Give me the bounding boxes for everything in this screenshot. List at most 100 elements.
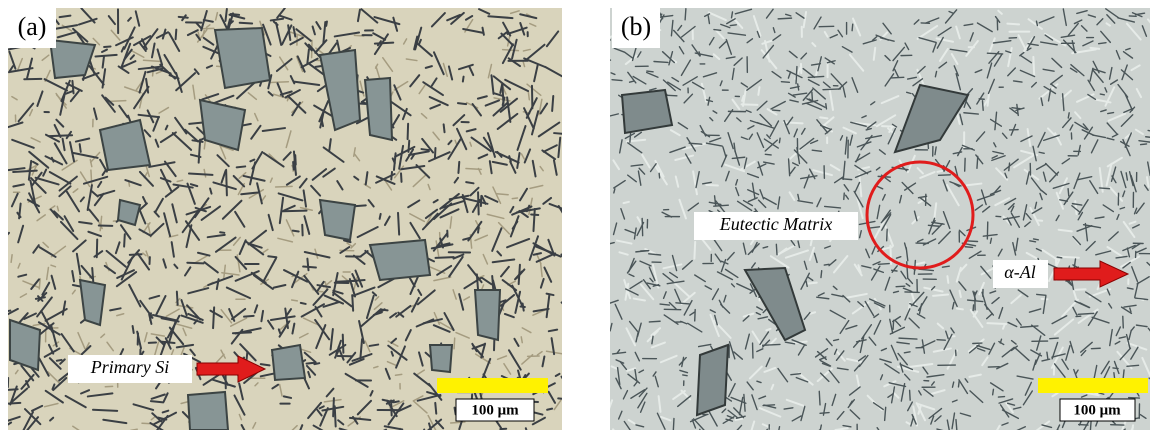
eutectic-needle [947, 276, 948, 283]
eutectic-needle [220, 232, 224, 233]
eutectic-needle [612, 80, 622, 81]
annotation: Primary Si [90, 357, 170, 377]
eutectic-needle [382, 310, 388, 311]
eutectic-needle [910, 390, 911, 400]
eutectic-needle [698, 429, 700, 436]
eutectic-needle [819, 391, 820, 405]
eutectic-needle [649, 321, 660, 322]
eutectic-needle [307, 259, 308, 271]
crystal [697, 345, 728, 415]
eutectic-needle [878, 264, 889, 265]
eutectic-needle [226, 170, 227, 196]
eutectic-needle [237, 166, 246, 167]
eutectic-needle [283, 211, 307, 212]
eutectic-needle [824, 264, 829, 265]
eutectic-needle [93, 410, 117, 411]
crystal [215, 28, 270, 88]
crystal [320, 200, 355, 240]
eutectic-needle [187, 263, 203, 264]
eutectic-needle [784, 122, 803, 123]
eutectic-needle [1052, 429, 1058, 436]
eutectic-needle [455, 408, 456, 415]
eutectic-needle [939, 175, 951, 176]
eutectic-needle [730, 25, 736, 26]
eutectic-needle [276, 186, 292, 187]
background [610, 8, 1150, 430]
eutectic-needle [408, 124, 409, 139]
eutectic-needle [1078, 313, 1093, 314]
eutectic-needle [958, 382, 959, 387]
eutectic-needle [683, 375, 687, 376]
eutectic-needle [960, 291, 961, 297]
eutectic-needle [809, 430, 819, 436]
crystal [272, 345, 305, 380]
crystal [118, 200, 140, 225]
figure: (a) Primary Si 100 μm (b) Eutectic Matri… [0, 0, 1156, 436]
eutectic-needle [293, 231, 299, 232]
eutectic-needle [57, 360, 62, 361]
annotation: Eutectic Matrix [719, 214, 832, 234]
crystal [430, 345, 452, 372]
eutectic-needle [352, 295, 353, 311]
eutectic-needle [424, 430, 426, 436]
eutectic-needle [654, 62, 668, 63]
eutectic-needle [1099, 188, 1109, 189]
eutectic-needle [1033, 57, 1034, 76]
eutectic-needle [213, 307, 214, 328]
eutectic-needle [838, 429, 841, 435]
crystal [10, 320, 40, 370]
eutectic-needle [937, 340, 945, 341]
eutectic-needle [335, 406, 336, 426]
eutectic-needle [521, 337, 522, 343]
eutectic-needle [765, 154, 771, 155]
eutectic-needle [852, 24, 853, 30]
eutectic-needle [987, 323, 1006, 324]
eutectic-needle [293, 162, 294, 170]
eutectic-needle [776, 244, 777, 254]
crystal [370, 240, 430, 280]
eutectic-needle [763, 344, 780, 345]
scale-bar [437, 378, 548, 393]
eutectic-needle [892, 270, 897, 271]
eutectic-needle [176, 30, 177, 40]
eutectic-needle [806, 283, 816, 284]
eutectic-needle [642, 218, 643, 235]
eutectic-needle [965, 247, 972, 248]
eutectic-needle [13, 171, 37, 172]
eutectic-needle [435, 403, 436, 414]
eutectic-needle [647, 71, 653, 72]
scale-label: 100 μm [1073, 402, 1121, 418]
eutectic-needle [421, 149, 428, 150]
eutectic-needle [451, 422, 465, 423]
eutectic-needle [292, 300, 298, 301]
eutectic-needle [151, 401, 163, 402]
eutectic-needle [957, 309, 963, 310]
eutectic-needle [391, 172, 392, 180]
eutectic-needle [233, 332, 251, 333]
eutectic-needle [401, 173, 402, 181]
eutectic-needle [685, 9, 686, 20]
eutectic-needle [547, 409, 552, 410]
eutectic-needle [436, 257, 454, 258]
eutectic-needle [458, 103, 466, 104]
eutectic-needle [779, 427, 780, 432]
eutectic-needle [896, 286, 905, 287]
eutectic-needle [732, 12, 733, 18]
eutectic-needle [1090, 48, 1099, 49]
eutectic-needle [454, 338, 455, 349]
eutectic-needle [758, 87, 759, 95]
eutectic-needle [398, 213, 399, 235]
eutectic-needle [271, 82, 289, 83]
eutectic-needle [933, 295, 948, 296]
eutectic-needle [177, 292, 178, 305]
eutectic-needle [706, 185, 718, 186]
eutectic-needle [104, 46, 110, 47]
eutectic-needle [60, 16, 71, 17]
eutectic-needle [444, 124, 445, 132]
eutectic-needle [1099, 43, 1106, 44]
eutectic-needle [603, 40, 611, 46]
eutectic-needle [1127, 365, 1139, 366]
eutectic-needle [987, 53, 1002, 54]
crystal [188, 392, 228, 430]
annotation: α-Al [1004, 262, 1035, 282]
